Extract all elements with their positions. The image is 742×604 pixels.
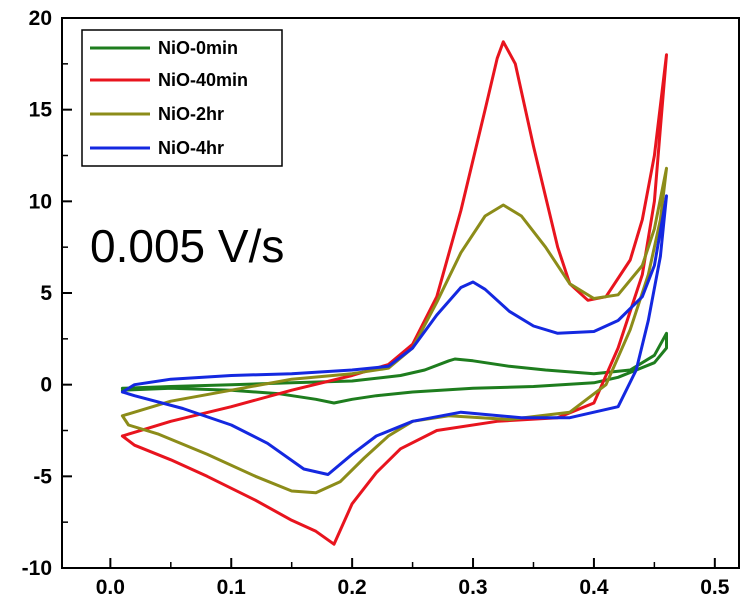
series-line-nio-40min [120, 40, 668, 546]
x-ticks [109, 558, 716, 568]
x-tick-label: 0.3 [458, 576, 487, 599]
y-tick-label: -5 [33, 465, 52, 488]
y-tick-label: 5 [40, 282, 52, 305]
legend: NiO-0min NiO-40min NiO-2hr NiO-4hr [81, 29, 283, 167]
y-tick-label: 0 [40, 374, 52, 397]
legend-label-nio-2hr: NiO-2hr [158, 104, 224, 124]
legend-label-nio-0min: NiO-0min [158, 38, 238, 58]
x-tick-label: 0.0 [96, 576, 125, 599]
y-tick-labels: -10 -5 0 5 10 15 20 [22, 7, 53, 580]
y-tick-label: -10 [22, 557, 52, 580]
legend-label-nio-4hr: NiO-4hr [158, 138, 224, 158]
x-tick-label: 0.2 [338, 576, 367, 599]
series-line-nio-4hr [120, 194, 668, 476]
x-tick-label: 0.1 [217, 576, 247, 599]
y-tick-label: 15 [29, 99, 53, 122]
x-tick-label: 0.5 [700, 576, 730, 599]
series-layer [120, 40, 668, 546]
x-tick-labels: 0.0 0.1 0.2 0.3 0.4 0.5 [96, 576, 730, 599]
series-line-nio-0min [120, 331, 668, 405]
legend-box [81, 29, 283, 167]
y-tick-label: 20 [29, 7, 52, 30]
y-ticks [62, 17, 72, 569]
scan-rate-annotation: 0.005 V/s [90, 220, 284, 272]
y-tick-label: 10 [29, 190, 52, 213]
legend-label-nio-40min: NiO-40min [158, 70, 248, 90]
x-tick-label: 0.4 [579, 576, 609, 599]
